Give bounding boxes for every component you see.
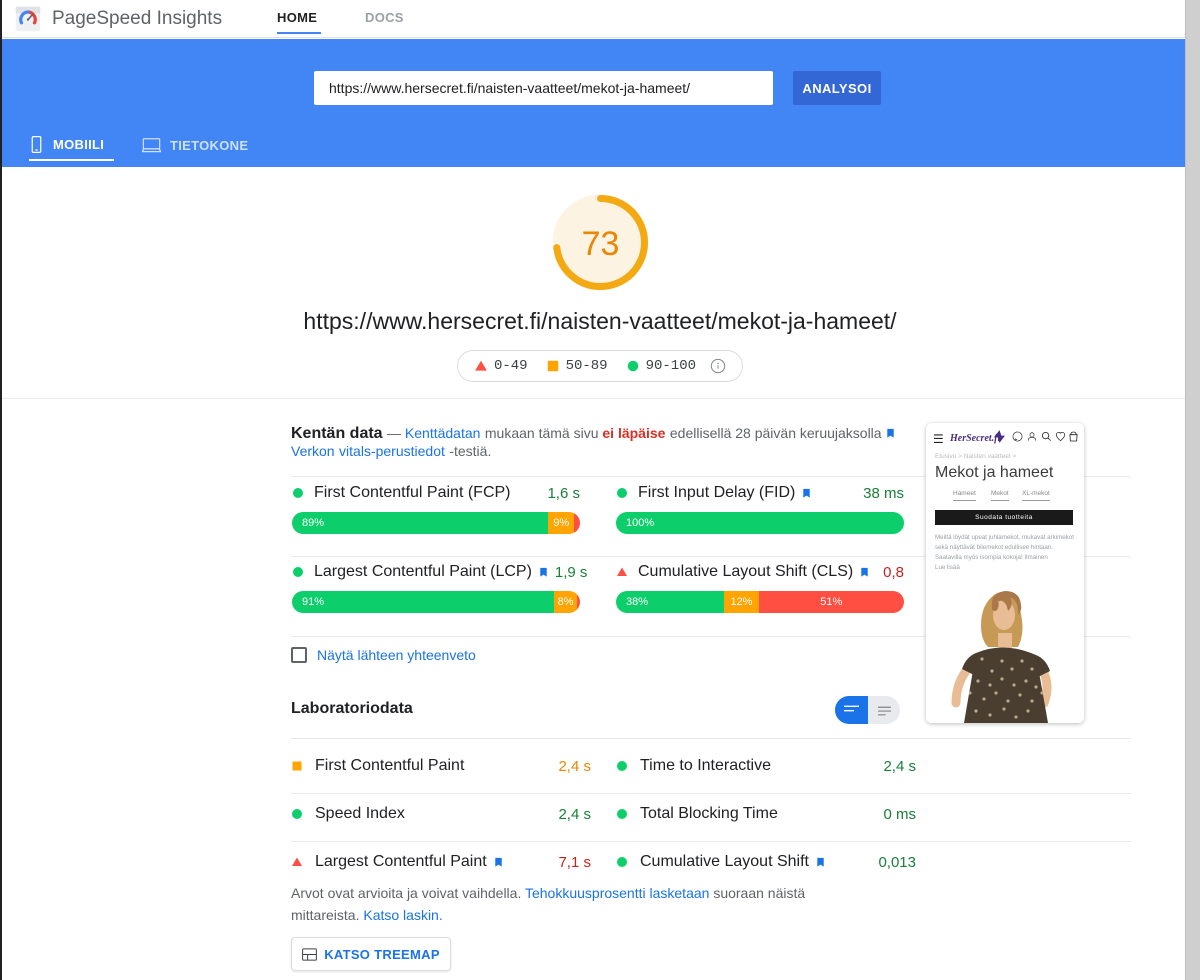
- svg-text:73: 73: [581, 225, 619, 263]
